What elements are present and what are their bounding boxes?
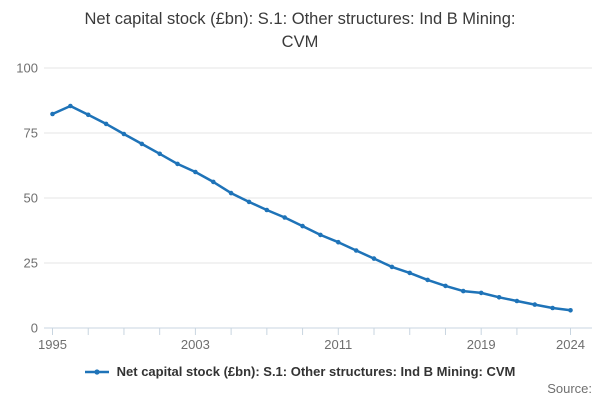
y-axis-tick-label: 75 xyxy=(24,126,38,141)
data-point-marker[interactable] xyxy=(514,298,520,304)
data-point-marker[interactable] xyxy=(85,112,91,118)
data-point-marker[interactable] xyxy=(175,161,180,167)
legend-line-dot-marker xyxy=(84,368,109,375)
data-point-marker[interactable] xyxy=(532,302,538,307)
data-point-marker[interactable] xyxy=(103,121,109,127)
data-point-marker[interactable] xyxy=(336,239,341,245)
y-axis-tick-label: 100 xyxy=(16,61,38,76)
data-point-marker[interactable] xyxy=(50,111,55,117)
data-point-marker[interactable] xyxy=(300,223,305,229)
y-axis-tick-label: 50 xyxy=(24,191,38,206)
chart-title-line2: CVM xyxy=(281,33,319,51)
data-point-marker[interactable] xyxy=(157,151,162,157)
data-point-marker[interactable] xyxy=(443,283,448,289)
data-point-marker[interactable] xyxy=(425,277,430,283)
data-point-marker[interactable] xyxy=(68,103,73,109)
data-point-marker[interactable] xyxy=(461,288,466,294)
x-axis-tick-label: 2011 xyxy=(324,337,352,352)
x-axis-tick-label: 2019 xyxy=(467,337,496,352)
y-axis-tick-label: 0 xyxy=(31,321,38,336)
data-point-marker[interactable] xyxy=(550,305,555,311)
chart-title-line1: Net capital stock (£bn): S.1: Other stru… xyxy=(84,10,516,28)
data-point-marker[interactable] xyxy=(121,131,127,137)
data-point-marker[interactable] xyxy=(246,199,252,205)
data-point-marker[interactable] xyxy=(318,232,323,238)
data-point-marker[interactable] xyxy=(389,264,395,270)
data-point-marker[interactable] xyxy=(228,190,234,196)
x-axis-tick-label: 2003 xyxy=(181,337,210,352)
series-line xyxy=(51,104,572,312)
data-point-marker[interactable] xyxy=(496,295,502,300)
x-axis-tick-label: 1995 xyxy=(38,337,67,352)
data-point-marker[interactable] xyxy=(353,248,359,253)
data-point-marker[interactable] xyxy=(264,207,270,213)
chart-title: Net capital stock (£bn): S.1: Other stru… xyxy=(0,8,600,54)
x-axis-tick-label: 2024 xyxy=(556,337,585,352)
data-point-marker[interactable] xyxy=(478,290,484,296)
legend-label: Net capital stock (£bn): S.1: Other stru… xyxy=(116,364,516,379)
legend[interactable]: Net capital stock (£bn): S.1: Other stru… xyxy=(0,364,600,379)
data-point-marker[interactable] xyxy=(211,179,216,185)
data-point-marker[interactable] xyxy=(407,270,413,276)
source-note: Source: xyxy=(547,381,592,396)
data-point-marker[interactable] xyxy=(139,141,145,147)
y-axis-tick-label: 25 xyxy=(24,256,38,271)
data-point-marker[interactable] xyxy=(371,256,377,261)
data-point-marker[interactable] xyxy=(568,308,573,313)
data-point-marker[interactable] xyxy=(193,169,198,175)
data-point-marker[interactable] xyxy=(282,215,288,220)
